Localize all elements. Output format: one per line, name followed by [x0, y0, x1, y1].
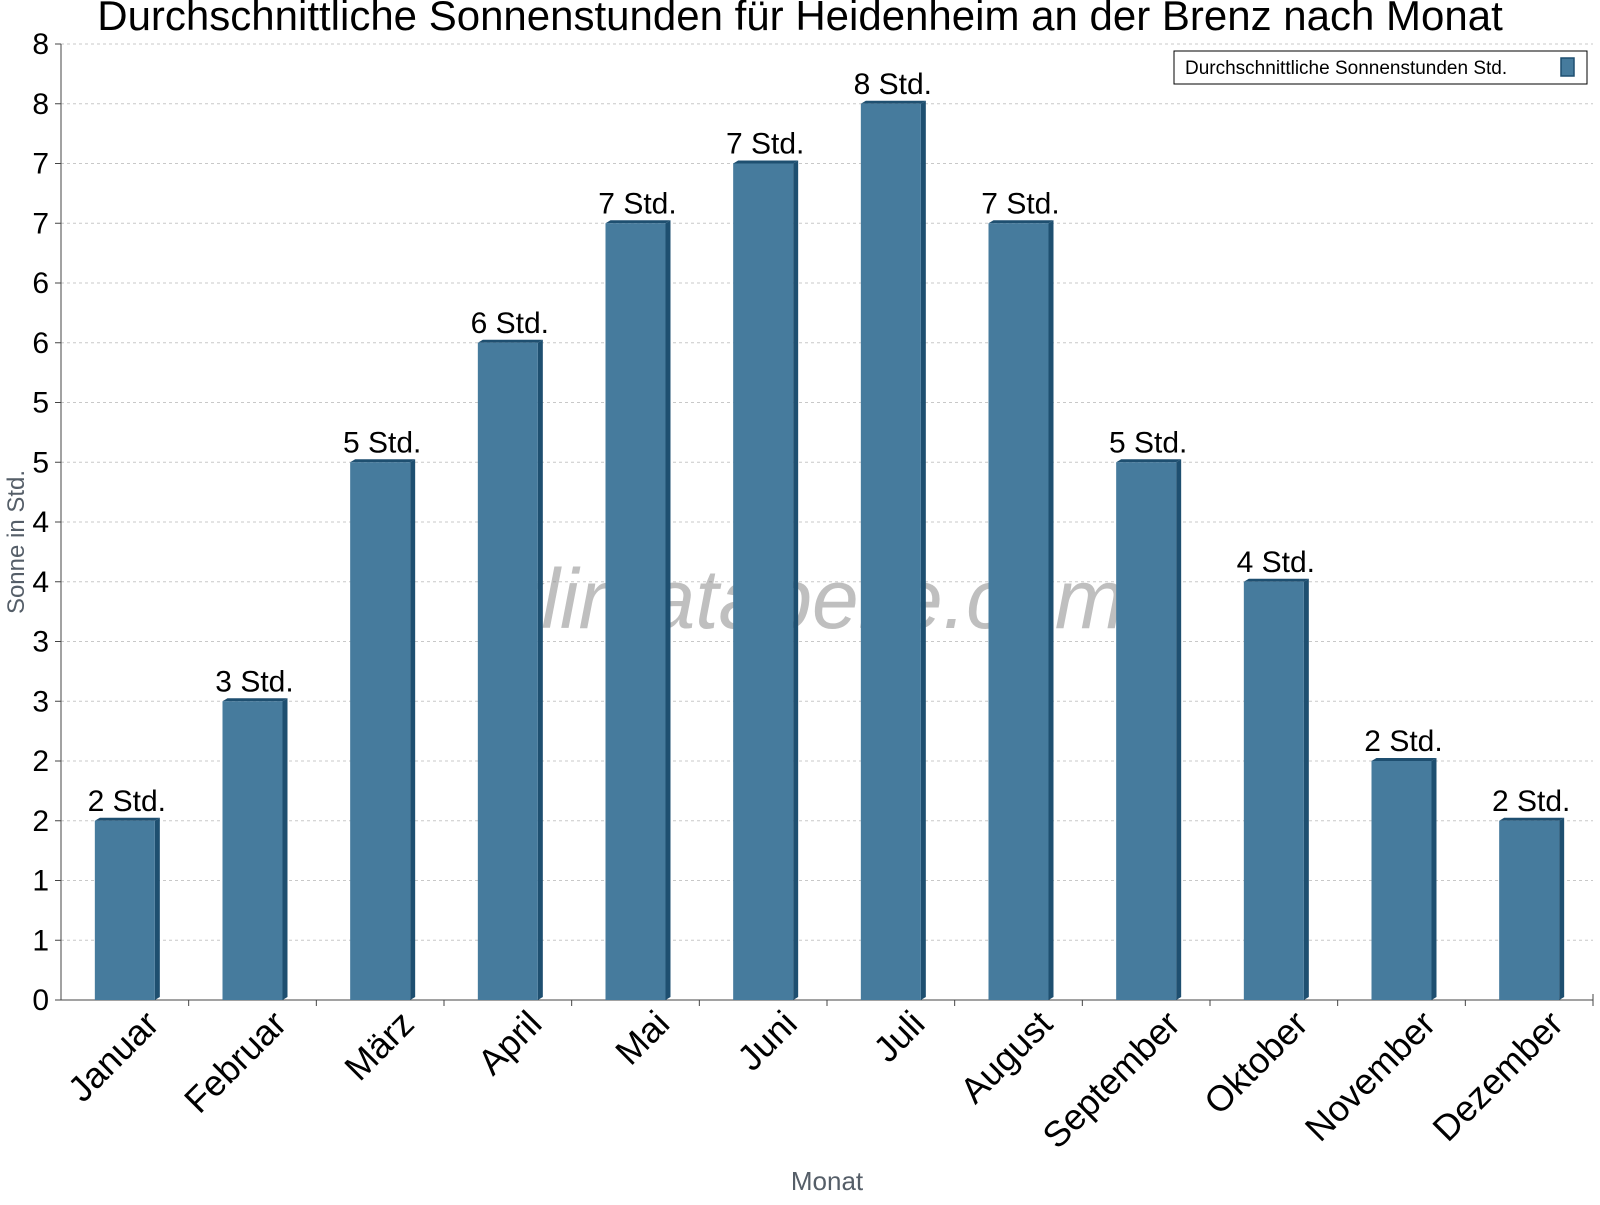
data-label: 4 Std.: [1237, 546, 1315, 579]
bar: [605, 223, 666, 1000]
y-tick-label: 4: [32, 506, 49, 539]
bar: [350, 462, 411, 1000]
y-tick-label: 6: [32, 327, 49, 360]
bar-top: [477, 339, 543, 343]
y-tick-label: 8: [32, 28, 49, 61]
y-tick-label: 4: [32, 566, 49, 599]
bar-top: [1243, 578, 1309, 582]
bar-top: [222, 698, 288, 702]
data-label: 7 Std.: [726, 128, 804, 161]
y-tick-label: 3: [32, 626, 49, 659]
data-label: 2 Std.: [88, 785, 166, 818]
legend-swatch: [1560, 57, 1575, 77]
data-label: 6 Std.: [471, 307, 549, 340]
y-tick-label: 2: [32, 805, 49, 838]
bar-side: [1303, 578, 1309, 1000]
bar-side: [1176, 459, 1182, 1000]
x-axis-title: Monat: [791, 1166, 864, 1196]
y-tick-label: 5: [32, 446, 49, 479]
bar-side: [282, 698, 288, 1000]
bar-top: [350, 459, 416, 463]
data-label: 2 Std.: [1364, 725, 1442, 758]
bar-top: [860, 100, 926, 104]
legend-box: [1173, 50, 1588, 85]
x-tick-label: November: [1297, 1003, 1443, 1149]
bar-side: [1559, 817, 1565, 1000]
bar: [477, 342, 538, 1000]
bar-top: [988, 220, 1054, 224]
bar: [1243, 581, 1304, 1000]
legend-label: Durchschnittliche Sonnenstunden Std.: [1185, 58, 1507, 79]
bar: [733, 163, 794, 1000]
data-label: 7 Std.: [598, 187, 676, 220]
x-tick-label: August: [952, 1003, 1060, 1111]
bar-side: [537, 339, 543, 1000]
bar: [94, 820, 155, 1000]
data-label: 8 Std.: [854, 68, 932, 101]
y-tick-label: 7: [32, 207, 49, 240]
x-tick-label: Juni: [729, 1003, 805, 1079]
x-tick-label: Januar: [60, 1003, 167, 1110]
y-tick-label: 5: [32, 387, 49, 420]
y-tick-label: 7: [32, 148, 49, 181]
bar-side: [154, 817, 160, 1000]
data-label: 2 Std.: [1492, 785, 1570, 818]
y-tick-label: 1: [32, 924, 49, 957]
bar-side: [920, 100, 926, 1000]
data-label: 5 Std.: [343, 426, 421, 459]
chart-title: Durchschnittliche Sonnenstunden für Heid…: [97, 0, 1503, 39]
y-axis-title: Sonne in Std.: [3, 470, 30, 614]
bar: [1371, 761, 1432, 1000]
bar-side: [1431, 758, 1437, 1000]
bar-side: [793, 160, 799, 1000]
y-tick-label: 0: [32, 984, 49, 1017]
x-tick-label: Oktober: [1196, 1003, 1316, 1123]
bar: [988, 223, 1049, 1000]
bar: [1499, 820, 1560, 1000]
x-tick-label: Mai: [607, 1003, 677, 1073]
bar-top: [1371, 758, 1437, 761]
x-tick-label: April: [470, 1003, 550, 1083]
bar: [222, 701, 283, 1000]
bar: [1116, 462, 1177, 1000]
bar-side: [665, 220, 671, 1000]
bar-top: [1116, 459, 1182, 463]
y-tick-label: 8: [32, 88, 49, 121]
x-tick-label: Juli: [865, 1003, 932, 1070]
y-tick-label: 3: [32, 685, 49, 718]
bar-top: [94, 817, 160, 821]
y-tick-label: 1: [32, 865, 49, 898]
x-tick-label: Dezember: [1424, 1003, 1570, 1149]
bar-top: [1499, 817, 1565, 821]
bar-top: [605, 220, 671, 224]
data-label: 7 Std.: [981, 187, 1059, 220]
y-tick-label: 6: [32, 267, 49, 300]
data-label: 5 Std.: [1109, 426, 1187, 459]
x-tick-label: September: [1034, 1003, 1188, 1157]
x-tick-label: März: [336, 1003, 422, 1089]
bar: [860, 103, 921, 1000]
y-tick-label: 2: [32, 745, 49, 778]
data-label: 3 Std.: [215, 665, 293, 698]
bar-side: [1048, 220, 1054, 1000]
x-tick-label: Februar: [176, 1003, 294, 1121]
bar-top: [733, 160, 799, 164]
bar-side: [410, 459, 416, 1000]
